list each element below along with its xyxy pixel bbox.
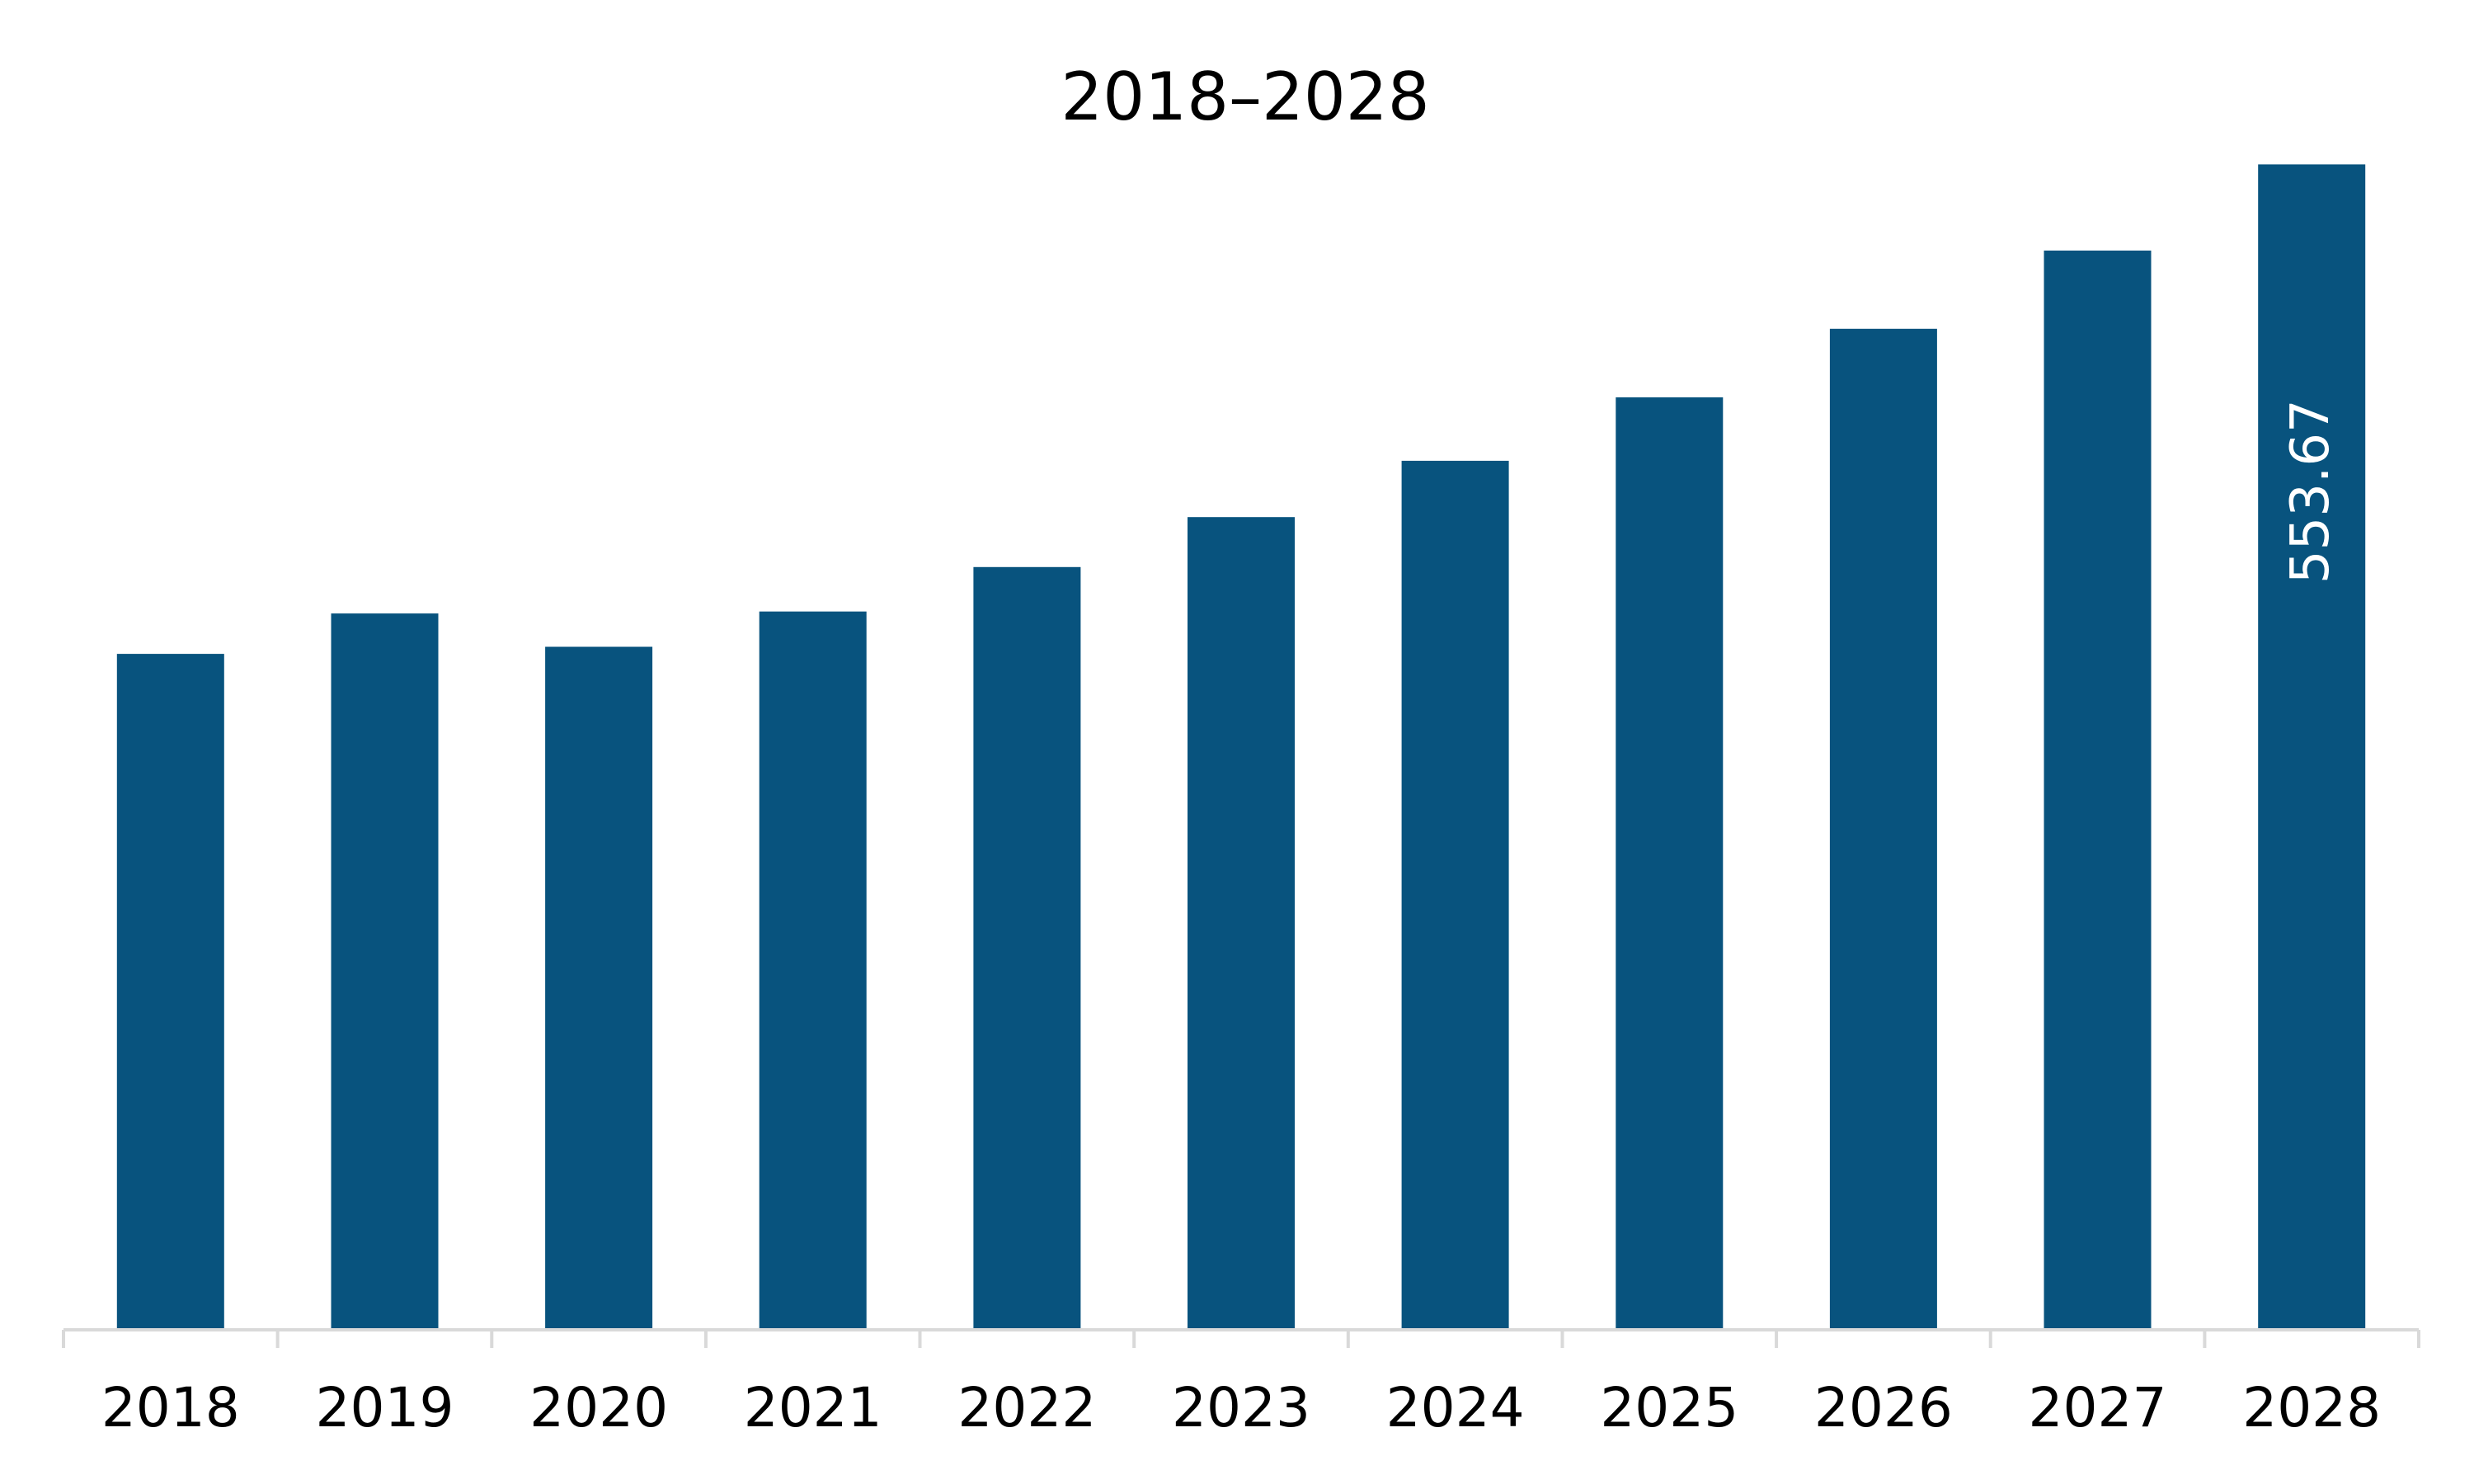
chart-title: 2018–2028 [1061,59,1429,135]
bar-2026 [1829,328,1937,1330]
bar-2018 [116,654,224,1330]
bar-2022 [973,566,1081,1330]
bar-2019 [331,613,439,1330]
data-label-2028: 553.67 [2280,399,2341,584]
x-tick-label-2018: 2018 [101,1376,240,1439]
bar-2028 [2258,164,2366,1330]
bar-2025 [1616,397,1724,1330]
bar-2023 [1188,517,1295,1330]
x-tick-label-2023: 2023 [1172,1376,1310,1439]
x-tick-label-2019: 2019 [316,1376,454,1439]
bar-2024 [1401,460,1509,1330]
x-tick-labels: 2018 2019 2020 2021 2022 2023 2024 2025 2026 2027… [101,1376,2381,1439]
data-labels: 553.67 [2280,399,2341,584]
bar-2020 [545,646,653,1330]
x-tick-label-2027: 2027 [2029,1376,2167,1439]
bar-2027 [2044,250,2152,1330]
x-tick-label-2028: 2028 [2242,1376,2381,1439]
bar-2021 [759,611,867,1330]
x-tick-label-2025: 2025 [1600,1376,1738,1439]
x-axis [62,1328,2420,1348]
x-tick-label-2022: 2022 [957,1376,1096,1439]
x-tick-label-2021: 2021 [744,1376,882,1439]
x-tick-label-2024: 2024 [1386,1376,1525,1439]
bars-group [116,164,2366,1330]
x-tick-label-2020: 2020 [529,1376,668,1439]
x-tick-label-2026: 2026 [1814,1376,1953,1439]
